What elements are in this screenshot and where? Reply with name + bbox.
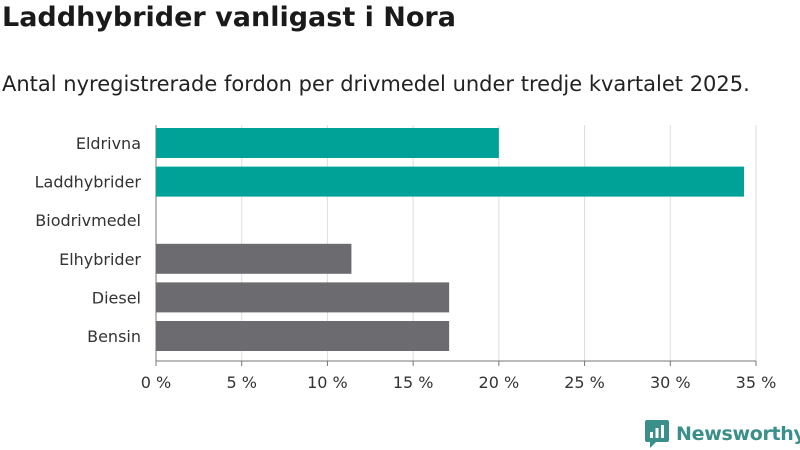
x-tick-label: 5 % (226, 373, 256, 392)
x-tick-label: 20 % (479, 373, 520, 392)
bar-eldrivna (156, 128, 499, 158)
bar-laddhybrider (156, 166, 744, 197)
bar-diesel (156, 282, 450, 313)
bar-chart: Eldrivna Laddhybrider Biodrivmedel Elhybrid… (35, 125, 777, 392)
x-tick-label: 30 % (650, 373, 691, 392)
x-tick-label: 10 % (307, 373, 348, 392)
bar-elhybrider (156, 243, 352, 274)
newsworthy-logo-icon (645, 420, 669, 448)
category-label: Biodrivmedel (35, 211, 141, 230)
category-label: Bensin (87, 327, 141, 346)
bars (156, 128, 744, 351)
newsworthy-logo: Newsworthy (644, 419, 800, 449)
category-label: Laddhybrider (35, 173, 142, 192)
x-tick-label: 0 % (141, 373, 171, 392)
category-label: Diesel (92, 288, 141, 307)
category-label: Eldrivna (76, 134, 141, 153)
newsworthy-logo-text: Newsworthy (676, 423, 800, 445)
bar-bensin (156, 321, 450, 351)
x-tick-label: 25 % (564, 373, 605, 392)
category-label: Elhybrider (59, 250, 141, 269)
x-axis-tick-labels: 0 % 5 % 10 % 15 % 20 % 25 % 30 % 35 % (141, 373, 777, 392)
x-tick-label: 15 % (393, 373, 434, 392)
category-labels: Eldrivna Laddhybrider Biodrivmedel Elhybrid… (35, 134, 142, 346)
chart-subtitle: Antal nyregistrerade fordon per drivmede… (2, 72, 750, 96)
x-tick-label: 35 % (736, 373, 777, 392)
chart-title: Laddhybrider vanligast i Nora (2, 2, 456, 33)
gridlines (155, 125, 757, 366)
